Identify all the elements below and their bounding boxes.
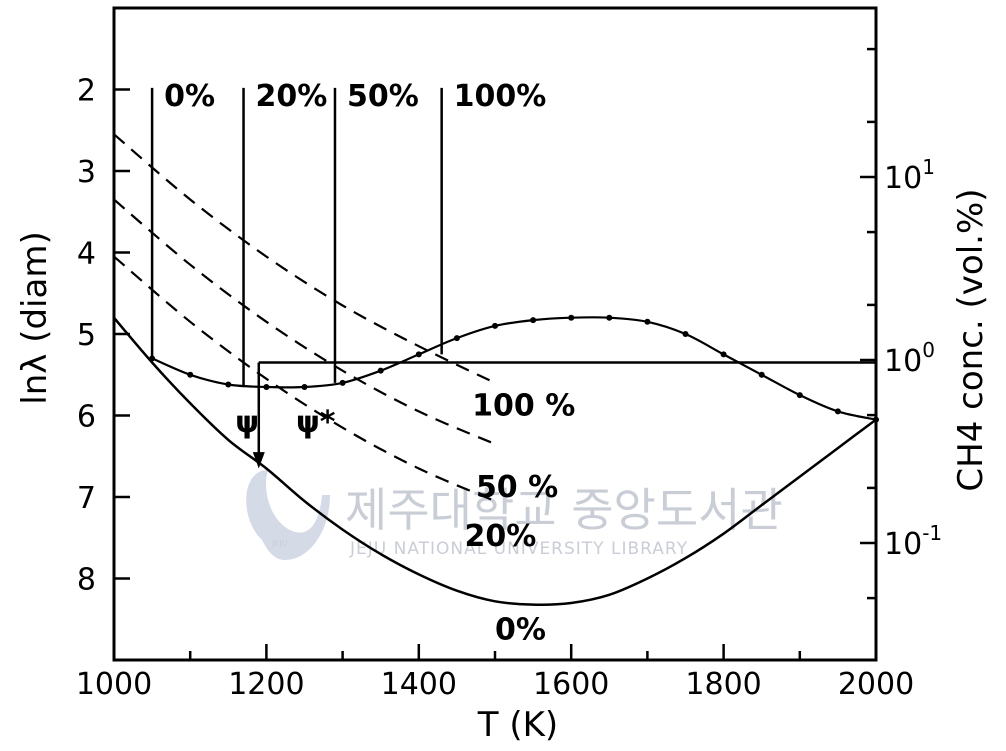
y-tick-label: 3 <box>77 155 96 190</box>
marks-layer: 0% 20% 50% 100% ψ ψ* 100 % 50 % 20% 0% <box>113 79 879 648</box>
x-tick-label: 1200 <box>228 667 304 702</box>
y-tick-label: 6 <box>77 400 96 435</box>
series-point-ch4-conc <box>263 383 270 390</box>
series-point-ch4-conc <box>225 381 232 388</box>
series-point-ch4-conc <box>873 416 879 423</box>
ticks-layer: 1000 1200 1400 1600 1800 2000 2 3 4 5 6 7 8 101 100 10-… <box>76 47 942 702</box>
x-tick-label: 1400 <box>381 667 457 702</box>
series-point-ch4-conc <box>339 379 346 386</box>
series-point-ch4-conc <box>682 331 689 337</box>
watermark-emblem-icon <box>246 470 330 560</box>
watermark-emblem-text: JEJU <box>271 539 288 548</box>
marker-label: 100% <box>454 79 547 114</box>
marker-label: 20% <box>256 79 328 114</box>
series-point-ch4-conc <box>492 322 498 329</box>
series-point-ch4-conc <box>644 318 651 325</box>
y2-axis-title: CH4 conc. (vol.%) <box>951 188 991 491</box>
series-point-ch4-conc <box>530 317 537 324</box>
series-line-20 <box>113 255 496 503</box>
y-tick-label: 5 <box>77 318 96 353</box>
series-point-ch4-conc <box>834 408 841 415</box>
series-point-ch4-conc <box>720 351 727 358</box>
curve-label-20pct: 20% <box>465 519 537 554</box>
series-point-ch4-conc <box>377 367 384 374</box>
y-tick-label: 2 <box>77 74 96 109</box>
series-point-ch4-conc <box>606 314 613 321</box>
watermark-english: JEJU NATIONAL UNIVERSITY LIBRARY <box>349 539 688 559</box>
curve-label-100pct: 100 % <box>472 389 575 424</box>
series-point-ch4-conc <box>758 371 765 378</box>
psi-label: ψ <box>235 405 259 440</box>
arrow-down-icon <box>252 452 265 469</box>
y-axis-title: lnλ (diam) <box>15 231 55 404</box>
y2-tick-label: 10-1 <box>884 521 942 562</box>
series-point-ch4-conc <box>796 392 803 399</box>
y-tick-label: 8 <box>77 563 96 598</box>
psi-label: ψ* <box>296 405 336 440</box>
x-tick-label: 1800 <box>685 667 761 702</box>
x-tick-label: 1600 <box>533 667 609 702</box>
x-axis-title: T (K) <box>477 705 558 745</box>
series-point-ch4-conc <box>301 383 308 390</box>
series-point-ch4-conc <box>415 351 422 358</box>
series-point-ch4-conc <box>187 371 194 378</box>
series-point-ch4-conc <box>453 335 460 342</box>
series-line-ch4-conc <box>151 316 877 421</box>
curve-label-0pct: 0% <box>495 613 546 648</box>
marker-label: 0% <box>164 79 215 114</box>
y2-tick-label: 100 <box>884 338 935 379</box>
series-line-0 <box>113 316 877 606</box>
series-point-ch4-conc <box>568 314 575 321</box>
x-tick-label: 2000 <box>838 667 914 702</box>
y-tick-label: 4 <box>77 237 96 272</box>
watermark-korean: 제주대학교 중앙도서관 <box>345 483 783 537</box>
x-tick-label: 1000 <box>76 667 152 702</box>
series-line-100 <box>113 133 496 384</box>
y-tick-label: 7 <box>77 481 96 516</box>
marker-label: 50% <box>347 79 419 114</box>
watermark: JEJU 제주대학교 중앙도서관 JEJU NATIONAL UNIVERSIT… <box>246 470 783 560</box>
y2-tick-label: 101 <box>884 155 935 196</box>
curve-label-50pct: 50 % <box>476 470 558 505</box>
series-line-50 <box>113 198 496 446</box>
